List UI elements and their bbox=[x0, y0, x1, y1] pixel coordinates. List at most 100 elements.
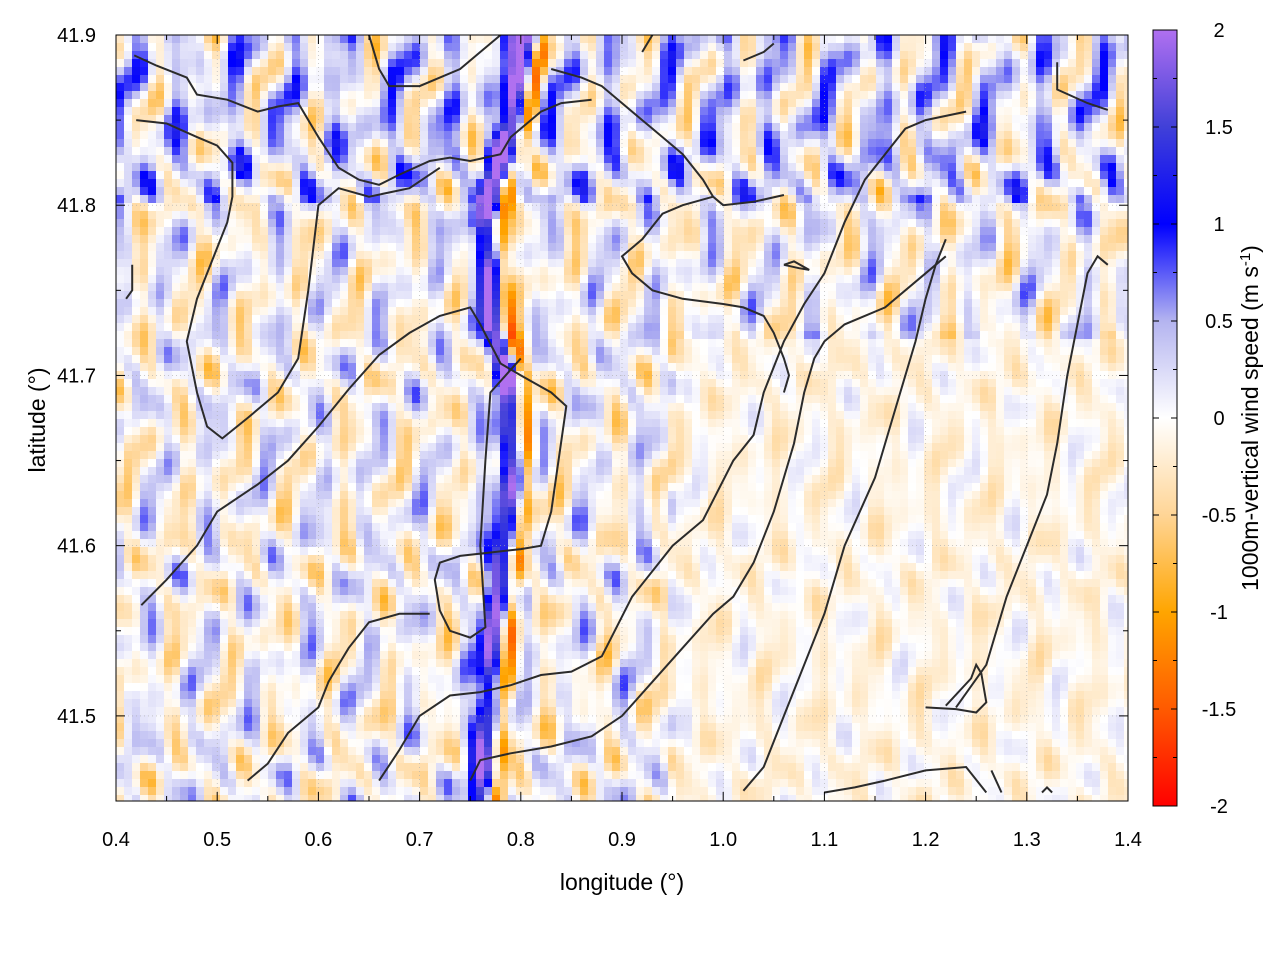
heatmap-cell bbox=[124, 67, 133, 76]
heatmap-cell bbox=[812, 291, 821, 300]
heatmap-cell bbox=[764, 227, 773, 236]
heatmap-cell bbox=[708, 195, 717, 204]
heatmap-cell bbox=[1124, 251, 1128, 260]
heatmap-cell bbox=[876, 107, 885, 116]
heatmap-cell bbox=[428, 203, 437, 212]
heatmap-cell bbox=[716, 91, 725, 100]
heatmap-cell bbox=[340, 211, 349, 220]
heatmap-cell bbox=[444, 251, 453, 260]
heatmap-cell bbox=[684, 227, 693, 236]
heatmap-cell bbox=[268, 75, 277, 84]
heatmap-cell bbox=[812, 163, 821, 172]
heatmap-cell bbox=[916, 235, 925, 244]
heatmap-cell bbox=[1076, 171, 1085, 180]
heatmap-cell bbox=[964, 339, 973, 348]
heatmap-cell bbox=[700, 115, 709, 124]
heatmap-cell bbox=[364, 331, 373, 340]
heatmap-cell bbox=[620, 99, 629, 108]
heatmap-cell bbox=[356, 147, 365, 156]
heatmap-cell bbox=[316, 163, 325, 172]
heatmap-cell bbox=[668, 91, 677, 100]
heatmap-cell bbox=[812, 155, 821, 164]
heatmap-cell bbox=[644, 91, 653, 100]
heatmap-cell bbox=[1044, 107, 1053, 116]
heatmap-cell bbox=[228, 291, 237, 300]
heatmap-cell bbox=[972, 339, 981, 348]
heatmap-cell bbox=[788, 291, 797, 300]
heatmap-cell bbox=[620, 35, 629, 44]
heatmap-cell bbox=[428, 147, 437, 156]
heatmap-cell bbox=[956, 59, 965, 68]
heatmap-cell bbox=[204, 187, 213, 196]
heatmap-cell bbox=[764, 219, 773, 228]
heatmap-cell bbox=[380, 315, 389, 324]
heatmap-cell bbox=[828, 163, 837, 172]
heatmap-cell bbox=[1068, 51, 1077, 60]
heatmap-cell bbox=[380, 259, 389, 268]
heatmap-cell bbox=[1076, 283, 1085, 292]
heatmap-cell bbox=[364, 179, 373, 188]
heatmap-cell bbox=[964, 299, 973, 308]
heatmap-cell bbox=[580, 115, 589, 124]
heatmap-cell bbox=[980, 91, 989, 100]
heatmap-cell bbox=[780, 35, 789, 44]
heatmap-cell bbox=[116, 195, 125, 204]
heatmap-cell bbox=[916, 83, 925, 92]
heatmap-cell bbox=[1100, 307, 1109, 316]
heatmap-cell bbox=[460, 299, 469, 308]
heatmap-cell bbox=[1124, 123, 1128, 132]
heatmap-cell bbox=[804, 291, 813, 300]
heatmap-cell bbox=[828, 171, 837, 180]
heatmap-cell bbox=[396, 147, 405, 156]
heatmap-cell bbox=[1036, 115, 1045, 124]
heatmap-cell bbox=[516, 163, 525, 172]
heatmap-cell bbox=[620, 211, 629, 220]
heatmap-cell bbox=[380, 187, 389, 196]
heatmap-cell bbox=[372, 315, 381, 324]
heatmap-cell bbox=[876, 203, 885, 212]
heatmap-cell bbox=[500, 323, 509, 332]
heatmap-cell bbox=[348, 83, 357, 92]
heatmap-cell bbox=[412, 307, 421, 316]
heatmap-cell bbox=[796, 59, 805, 68]
heatmap-cell bbox=[940, 259, 949, 268]
heatmap-cell bbox=[124, 131, 133, 140]
heatmap-cell bbox=[404, 307, 413, 316]
heatmap-cell bbox=[116, 43, 125, 52]
heatmap-cell bbox=[116, 299, 125, 308]
heatmap-cell bbox=[996, 171, 1005, 180]
heatmap-cell bbox=[604, 195, 613, 204]
heatmap-cell bbox=[684, 323, 693, 332]
heatmap-cell bbox=[572, 259, 581, 268]
heatmap-cell bbox=[980, 163, 989, 172]
heatmap-cell bbox=[756, 243, 765, 252]
heatmap-cell bbox=[940, 75, 949, 84]
heatmap-cell bbox=[460, 139, 469, 148]
heatmap-cell bbox=[804, 307, 813, 316]
heatmap-cell bbox=[300, 211, 309, 220]
heatmap-cell bbox=[636, 267, 645, 276]
heatmap-cell bbox=[228, 219, 237, 228]
heatmap-cell bbox=[972, 43, 981, 52]
heatmap-cell bbox=[540, 315, 549, 324]
heatmap-cell bbox=[260, 147, 269, 156]
heatmap-cell bbox=[188, 155, 197, 164]
heatmap-cell bbox=[836, 339, 845, 348]
heatmap-cell bbox=[732, 123, 741, 132]
heatmap-cell bbox=[676, 83, 685, 92]
heatmap-cell bbox=[1108, 251, 1117, 260]
heatmap-cell bbox=[308, 35, 317, 44]
heatmap-cell bbox=[1084, 35, 1093, 44]
heatmap-cell bbox=[188, 267, 197, 276]
heatmap-cell bbox=[1036, 211, 1045, 220]
heatmap-cell bbox=[660, 331, 669, 340]
heatmap-cell bbox=[596, 235, 605, 244]
heatmap-cell bbox=[1124, 331, 1128, 340]
heatmap-cell bbox=[732, 131, 741, 140]
heatmap-cell bbox=[924, 75, 933, 84]
heatmap-cell bbox=[532, 123, 541, 132]
heatmap-cell bbox=[364, 259, 373, 268]
heatmap-cell bbox=[812, 139, 821, 148]
heatmap-cell bbox=[212, 123, 221, 132]
heatmap-cell bbox=[940, 67, 949, 76]
